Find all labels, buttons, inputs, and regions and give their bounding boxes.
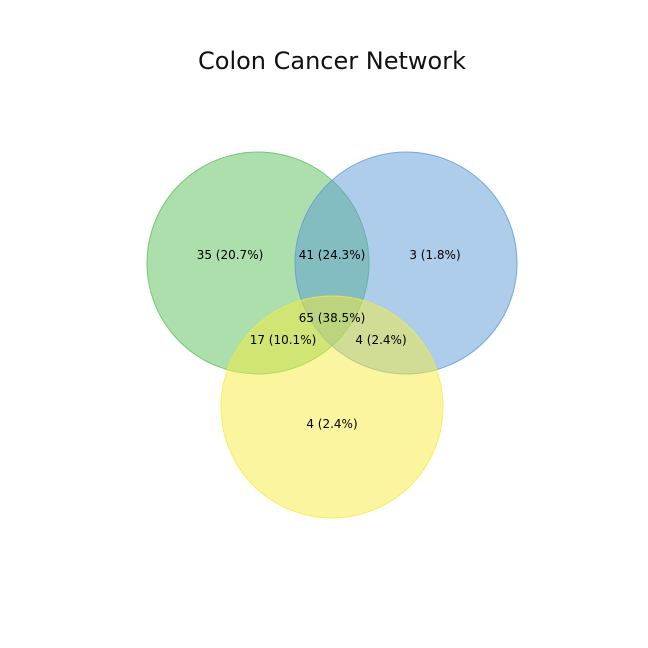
region-ab-label: 41 (24.3%) xyxy=(299,248,366,262)
region-b-only-label: 3 (1.8%) xyxy=(409,248,460,262)
region-c-only-label: 4 (2.4%) xyxy=(306,417,357,431)
set-c-circle xyxy=(220,295,444,519)
chart-title: Colon Cancer Network xyxy=(198,47,466,75)
region-bc-label: 4 (2.4%) xyxy=(355,333,406,347)
region-ac-label: 17 (10.1%) xyxy=(250,333,317,347)
region-abc-label: 65 (38.5%) xyxy=(299,311,366,325)
region-a-only-label: 35 (20.7%) xyxy=(197,248,264,262)
